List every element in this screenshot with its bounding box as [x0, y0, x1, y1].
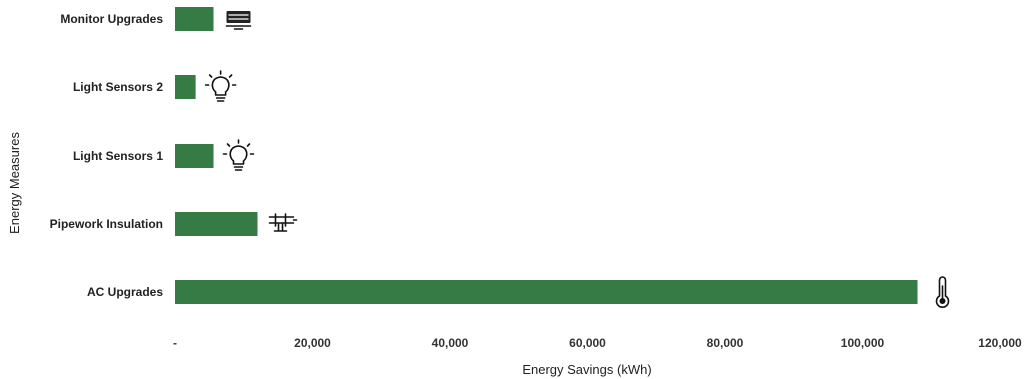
category-label: Monitor Upgrades [60, 12, 163, 26]
bars [175, 7, 918, 304]
category-label: Light Sensors 2 [73, 80, 163, 94]
bar [175, 280, 918, 304]
bar [175, 212, 258, 236]
x-tick-label: 120,000 [978, 336, 1022, 350]
x-tick-label: 80,000 [707, 336, 744, 350]
thermometer-icon [937, 277, 949, 307]
x-axis-title: Energy Savings (kWh) [522, 362, 651, 377]
x-tick-label: 40,000 [432, 336, 469, 350]
category-label: AC Upgrades [87, 285, 163, 299]
lightbulb-icon [206, 71, 236, 101]
bar [175, 144, 214, 168]
bar-icons [206, 11, 949, 307]
category-labels: AC Upgrades Pipework Insulation Light Sens… [50, 12, 164, 299]
x-tick-label: 100,000 [841, 336, 885, 350]
y-axis-title: Energy Measures [7, 132, 22, 234]
x-tick-label: 20,000 [294, 336, 331, 350]
monitor-icon [227, 11, 251, 29]
category-label: Light Sensors 1 [73, 149, 163, 163]
x-axis-ticks: - 20,000 40,000 60,000 80,000 100,000 120,000 [173, 336, 1022, 350]
pipe-icon [270, 214, 297, 231]
y-axis-title-group: Energy Measures [7, 132, 22, 234]
x-tick-label: 60,000 [569, 336, 606, 350]
bar [175, 75, 196, 99]
category-label: Pipework Insulation [50, 217, 163, 231]
lightbulb-icon [224, 140, 254, 170]
bar [175, 7, 214, 31]
x-tick-label: - [173, 336, 177, 350]
